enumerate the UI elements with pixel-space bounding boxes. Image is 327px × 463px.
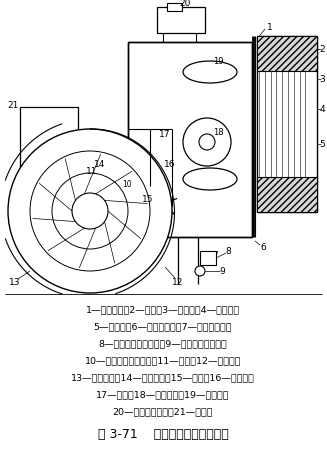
Text: 6: 6 [260, 243, 266, 252]
Text: 13: 13 [9, 278, 21, 287]
Circle shape [199, 135, 215, 150]
Text: 18: 18 [213, 128, 223, 137]
Text: 14: 14 [94, 160, 106, 169]
Text: 8—点火用空气引出口；9—风压开关引出口；: 8—点火用空气引出口；9—风压开关引出口； [99, 339, 227, 348]
Text: 12: 12 [172, 278, 184, 287]
Text: 19: 19 [213, 57, 223, 66]
Bar [110, 168, 132, 181]
Text: 4: 4 [319, 105, 325, 114]
Circle shape [183, 119, 231, 167]
Text: 11: 11 [86, 167, 98, 176]
Ellipse shape [183, 169, 237, 191]
Text: 13—风机本体；14—风压开关；15—风门；16—风门轴；: 13—风机本体；14—风压开关；15—风门；16—风门轴； [71, 373, 255, 382]
Bar [128, 43, 252, 238]
Text: 2: 2 [319, 45, 325, 54]
Text: 图 3-71    主燃烧器的结构示意图: 图 3-71 主燃烧器的结构示意图 [98, 427, 228, 441]
Bar [257, 37, 317, 72]
Bar [157, 8, 205, 34]
Text: 16: 16 [164, 160, 176, 169]
Bar [257, 178, 317, 213]
Text: 20: 20 [179, 0, 191, 8]
Circle shape [8, 130, 172, 294]
Text: 21: 21 [7, 100, 19, 109]
Text: 9: 9 [219, 267, 225, 276]
Text: 1—燃烧器头；2—砖衬；3—燃气孔；4—阻焰孔；: 1—燃烧器头；2—砖衬；3—燃气孔；4—阻焰孔； [86, 305, 240, 314]
Text: 10: 10 [122, 180, 132, 189]
Bar [132, 186, 156, 197]
Text: 10—风门开启度指示板；11—风机；12—电动机；: 10—风门开启度指示板；11—风机；12—电动机； [85, 356, 241, 365]
Bar [200, 251, 216, 265]
Circle shape [195, 266, 205, 276]
Text: 17—燃气；18—旋转叶片；19—燃气管；: 17—燃气；18—旋转叶片；19—燃气管； [96, 390, 230, 399]
Text: 1: 1 [267, 22, 273, 31]
Text: 8: 8 [225, 247, 231, 256]
Text: 5—阻焰环；6—安装用法兰；7—燃烧器风道；: 5—阻焰环；6—安装用法兰；7—燃烧器风道； [94, 322, 232, 331]
Text: 17: 17 [159, 130, 171, 139]
Bar [167, 4, 182, 12]
Text: 15: 15 [142, 195, 154, 204]
Bar [20, 108, 78, 173]
Ellipse shape [183, 62, 237, 84]
Text: 3: 3 [319, 75, 325, 84]
Text: 20—点火用变压器；21—接线匣: 20—点火用变压器；21—接线匣 [113, 407, 213, 416]
Text: 7: 7 [212, 250, 218, 259]
Text: 5: 5 [319, 140, 325, 149]
